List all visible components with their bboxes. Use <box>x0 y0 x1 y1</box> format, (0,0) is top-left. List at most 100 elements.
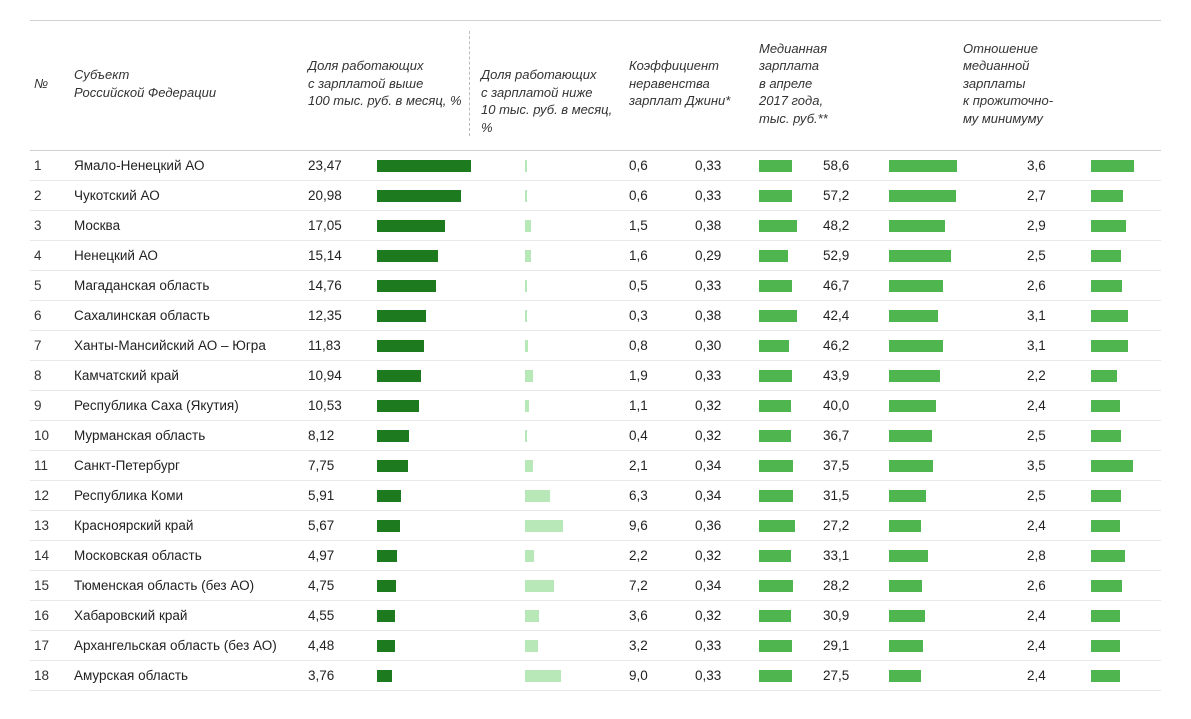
ratio-value: 2,4 <box>1027 638 1087 653</box>
bar <box>1091 370 1117 382</box>
row-number: 3 <box>30 218 70 233</box>
bar <box>1091 190 1123 202</box>
bar <box>759 430 791 442</box>
bar <box>1091 670 1120 682</box>
share-low-value: 9,0 <box>629 668 691 683</box>
bar <box>1091 640 1120 652</box>
bar <box>759 280 792 292</box>
ratio-value: 2,5 <box>1027 428 1087 443</box>
bar <box>377 400 419 412</box>
bar-cell <box>1091 549 1151 563</box>
bar <box>1091 310 1128 322</box>
gini-value: 0,33 <box>695 638 755 653</box>
bar-cell <box>525 339 625 353</box>
bar <box>759 310 797 322</box>
region-name: Московская область <box>74 548 304 563</box>
bar-cell <box>377 369 477 383</box>
bar <box>525 580 554 592</box>
bar <box>525 400 529 412</box>
region-name: Сахалинская область <box>74 308 304 323</box>
gini-value: 0,34 <box>695 458 755 473</box>
share-low-value: 0,6 <box>629 158 691 173</box>
bar <box>377 190 461 202</box>
share-high-value: 7,75 <box>308 458 373 473</box>
bar <box>525 640 538 652</box>
bar <box>377 220 445 232</box>
share-low-value: 0,5 <box>629 278 691 293</box>
bar <box>377 460 408 472</box>
bar-cell <box>759 489 819 503</box>
bar-cell <box>525 579 625 593</box>
ratio-value: 2,8 <box>1027 548 1087 563</box>
bar-cell <box>525 309 625 323</box>
table-header-row: № Субъект Российской Федерации Доля рабо… <box>30 20 1161 151</box>
share-low-value: 7,2 <box>629 578 691 593</box>
table-row: 7Ханты-Мансийский АО – Югра11,830,80,304… <box>30 331 1161 361</box>
share-high-value: 10,53 <box>308 398 373 413</box>
row-number: 11 <box>30 458 70 473</box>
row-number: 1 <box>30 158 70 173</box>
table-row: 9Республика Саха (Якутия)10,531,10,3240,… <box>30 391 1161 421</box>
bar-cell <box>889 459 959 473</box>
bar <box>525 340 528 352</box>
bar <box>525 220 531 232</box>
share-high-value: 20,98 <box>308 188 373 203</box>
ratio-value: 2,4 <box>1027 518 1087 533</box>
bar-cell <box>377 459 477 473</box>
bar-cell <box>377 219 477 233</box>
bar-cell <box>889 399 959 413</box>
gini-value: 0,33 <box>695 158 755 173</box>
share-low-value: 3,6 <box>629 608 691 623</box>
median-value: 33,1 <box>823 548 885 563</box>
bar-cell <box>889 219 959 233</box>
bar-cell <box>525 159 625 173</box>
bar <box>525 670 561 682</box>
bar <box>889 640 923 652</box>
bar-cell <box>377 429 477 443</box>
bar-cell <box>525 669 625 683</box>
share-low-value: 0,6 <box>629 188 691 203</box>
bar-cell <box>377 669 477 683</box>
bar-cell <box>377 609 477 623</box>
bar <box>525 520 563 532</box>
bar <box>759 220 797 232</box>
share-high-value: 23,47 <box>308 158 373 173</box>
gini-value: 0,38 <box>695 308 755 323</box>
table-row: 2Чукотский АО20,980,60,3357,22,7 <box>30 181 1161 211</box>
bar <box>1091 220 1126 232</box>
bar-cell <box>377 579 477 593</box>
median-value: 37,5 <box>823 458 885 473</box>
bar-cell <box>1091 609 1151 623</box>
share-high-value: 4,48 <box>308 638 373 653</box>
row-number: 10 <box>30 428 70 443</box>
share-high-value: 4,97 <box>308 548 373 563</box>
bar <box>889 310 938 322</box>
share-low-value: 1,9 <box>629 368 691 383</box>
region-name: Амурская область <box>74 668 304 683</box>
row-number: 6 <box>30 308 70 323</box>
bar-cell <box>889 429 959 443</box>
bar-cell <box>525 519 625 533</box>
table-row: 10Мурманская область8,120,40,3236,72,5 <box>30 421 1161 451</box>
row-number: 7 <box>30 338 70 353</box>
share-high-value: 14,76 <box>308 278 373 293</box>
bar-cell <box>889 279 959 293</box>
share-high-value: 8,12 <box>308 428 373 443</box>
bar <box>759 670 792 682</box>
bar-cell <box>889 549 959 563</box>
median-value: 28,2 <box>823 578 885 593</box>
median-value: 27,2 <box>823 518 885 533</box>
bar <box>1091 430 1121 442</box>
bar <box>377 310 426 322</box>
share-high-value: 5,67 <box>308 518 373 533</box>
share-high-value: 11,83 <box>308 338 373 353</box>
bar <box>889 520 921 532</box>
region-name: Ямало-Ненецкий АО <box>74 158 304 173</box>
share-high-value: 4,75 <box>308 578 373 593</box>
row-number: 9 <box>30 398 70 413</box>
table-row: 15Тюменская область (без АО)4,757,20,342… <box>30 571 1161 601</box>
bar-cell <box>1091 519 1151 533</box>
bar <box>759 340 789 352</box>
share-high-value: 5,91 <box>308 488 373 503</box>
bar <box>889 400 936 412</box>
